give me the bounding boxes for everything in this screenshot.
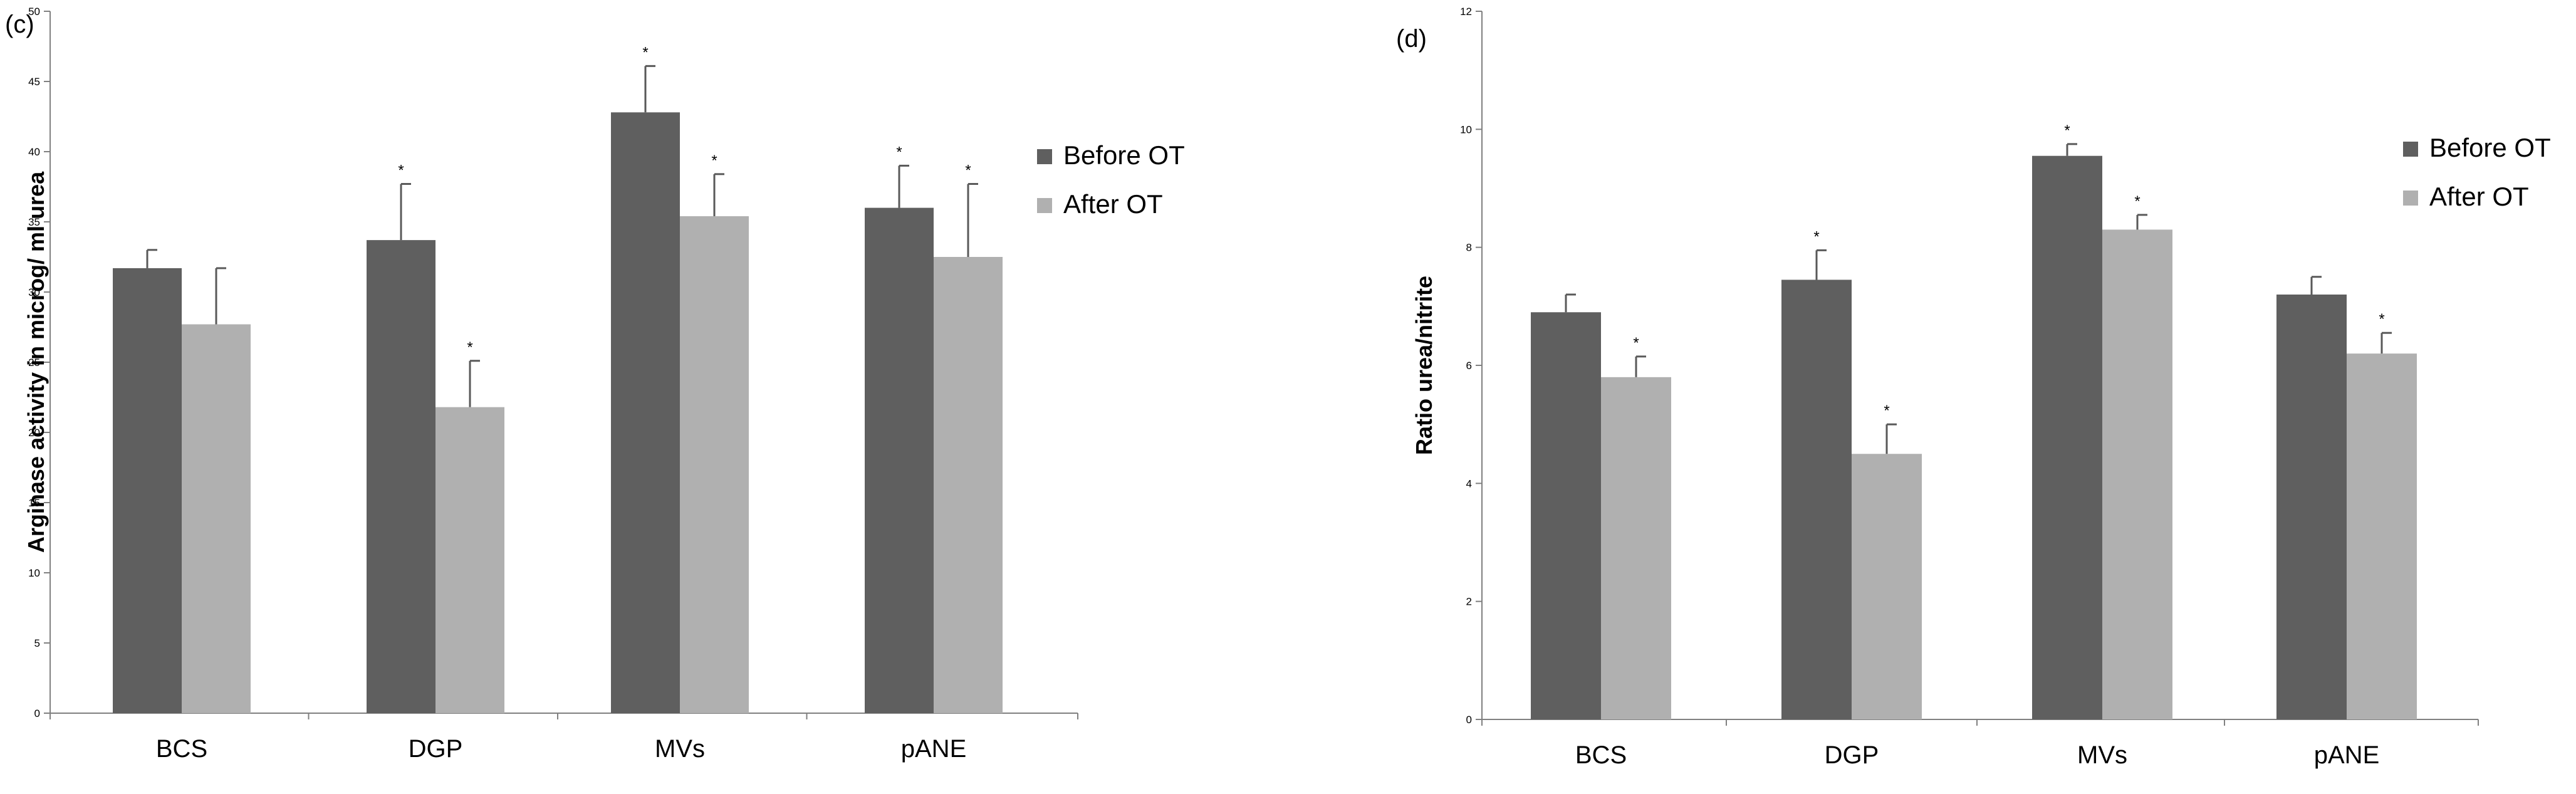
legend: Before OT After OT: [1037, 140, 1185, 219]
bar-after-ot-dgp: [1852, 454, 1922, 719]
significance-star: *: [467, 339, 472, 356]
y-tick-label: 50: [28, 6, 40, 18]
significance-star: *: [896, 144, 902, 160]
y-tick-label: 30: [28, 286, 40, 298]
bar-after-ot-pane: [2347, 353, 2417, 719]
legend-label: After OT: [1063, 189, 1163, 219]
y-tick-label: 2: [1466, 596, 1472, 608]
y-tick-label: 20: [28, 427, 40, 439]
x-category-label: MVs: [2077, 741, 2127, 769]
y-tick-label: 0: [1466, 714, 1472, 726]
bar-after-ot-dgp: [435, 407, 504, 713]
y-tick-label: 40: [28, 146, 40, 158]
x-category-label: pANE: [2314, 741, 2380, 769]
legend-swatch: [1037, 149, 1052, 164]
y-tick-label: 8: [1466, 242, 1472, 254]
significance-star: *: [1884, 402, 1889, 419]
y-tick-label: 35: [28, 216, 40, 228]
x-category-label: DGP: [1825, 741, 1879, 769]
bar-before-ot-dgp: [1781, 279, 1852, 719]
significance-star: *: [2064, 122, 2070, 139]
bar-before-ot-mvs: [611, 112, 680, 713]
x-category-label: DGP: [409, 735, 463, 763]
bar-before-ot-pane: [2276, 295, 2347, 719]
y-axis-title: Arginase activity in microg/ ml urea: [23, 171, 49, 553]
chart-panel-c: (c) 0 5 10 15 20 25 30 35 40 45 50 Arginase activity…: [5, 6, 1185, 763]
bar-after-ot-mvs: [680, 216, 749, 713]
bar-after-ot-bcs: [182, 324, 251, 713]
significance-star: *: [711, 152, 717, 169]
y-tick-label: 6: [1466, 360, 1472, 372]
y-tick-label: 15: [28, 497, 40, 509]
significance-star: *: [1813, 228, 1819, 245]
y-tick-label: 4: [1466, 478, 1472, 489]
bar-after-ot-mvs: [2102, 229, 2172, 720]
y-tick-label: 25: [28, 357, 40, 368]
legend-label: Before OT: [2429, 133, 2551, 162]
y-tick-label: 12: [1460, 6, 1472, 18]
legend: Before OT After OT: [2403, 133, 2551, 211]
bar-before-ot-mvs: [2032, 155, 2102, 720]
legend-label: After OT: [2429, 182, 2529, 211]
panel-label: (c): [5, 11, 34, 38]
y-tick-label: 10: [1460, 123, 1472, 135]
significance-star: *: [2379, 311, 2384, 328]
legend-swatch: [1037, 198, 1052, 213]
x-category-label: pANE: [901, 735, 967, 763]
bar-after-ot-bcs: [1601, 377, 1671, 719]
bar-before-ot-pane: [865, 207, 934, 714]
significance-star: *: [1633, 335, 1639, 352]
y-tick-label: 0: [34, 708, 40, 719]
y-tick-label: 10: [28, 567, 40, 579]
bar-after-ot-pane: [934, 257, 1003, 713]
significance-star: *: [965, 162, 971, 179]
y-tick-label: 5: [34, 637, 40, 649]
x-category-label: BCS: [1575, 741, 1627, 769]
bar-before-ot-bcs: [1531, 312, 1601, 719]
x-category-label: BCS: [156, 735, 207, 763]
legend-swatch: [2403, 142, 2418, 157]
x-category-label: MVs: [655, 735, 705, 763]
bar-before-ot-bcs: [113, 268, 182, 713]
bar-before-ot-dgp: [367, 240, 435, 713]
y-axis-title: Ratio urea/nitrite: [1411, 276, 1437, 455]
legend-label: Before OT: [1063, 140, 1185, 170]
significance-star: *: [398, 162, 404, 179]
legend-swatch: [2403, 191, 2418, 206]
chart-panel-d: (d) 0 2 4 6 8 10 12 Ratio urea/nitrite * BCS * * DGP *…: [1396, 6, 2551, 769]
y-tick-label: 45: [28, 76, 40, 88]
significance-star: *: [2134, 193, 2140, 210]
panel-label: (d): [1396, 25, 1427, 53]
significance-star: *: [642, 44, 648, 61]
